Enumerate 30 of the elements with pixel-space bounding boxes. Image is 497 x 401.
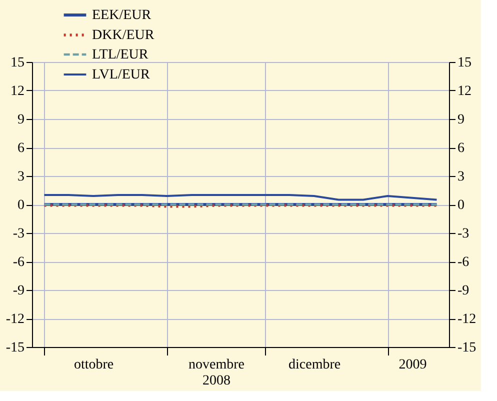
y2-tick-label: 12 — [458, 84, 472, 99]
legend-label: DKK/EUR — [92, 28, 155, 43]
y-tick-label: -6 — [12, 255, 24, 270]
y2-tick-label: -12 — [458, 312, 476, 327]
y-tick-label: 0 — [18, 198, 24, 213]
legend-label: LTL/EUR — [92, 48, 149, 62]
y2-tick-label: -9 — [458, 284, 470, 298]
y-tick-label: 12 — [10, 84, 24, 99]
y2-tick-label: 15 — [458, 56, 472, 70]
y2-tick-label: -3 — [458, 226, 470, 242]
x-tick-label: novembre 2008 — [188, 358, 244, 388]
y-tick-label: 6 — [18, 141, 24, 156]
legend-label: EEK/EUR — [92, 8, 152, 23]
x-tick-label: 2009 — [398, 358, 427, 372]
y2-tick-label: -15 — [458, 340, 476, 356]
y-tick-label: -9 — [12, 284, 24, 298]
y-tick-label: 15 — [10, 56, 24, 70]
legend-label: LVL/EUR — [92, 68, 150, 82]
y-tick-label: -12 — [6, 312, 24, 327]
y2-tick-label: -6 — [458, 255, 470, 270]
y2-tick-label: 3 — [458, 170, 464, 184]
y2-tick-label: 0 — [458, 198, 464, 213]
x-tick-label: ottobre — [74, 358, 114, 372]
y-tick-label: 9 — [18, 112, 24, 128]
y2-tick-label: 6 — [458, 141, 464, 156]
x-tick-label: dicembre — [288, 358, 341, 372]
y-tick-label: 3 — [18, 170, 24, 184]
y-tick-label: -3 — [12, 226, 24, 242]
y2-tick-label: 9 — [458, 112, 464, 128]
y-tick-label: -15 — [6, 340, 24, 356]
